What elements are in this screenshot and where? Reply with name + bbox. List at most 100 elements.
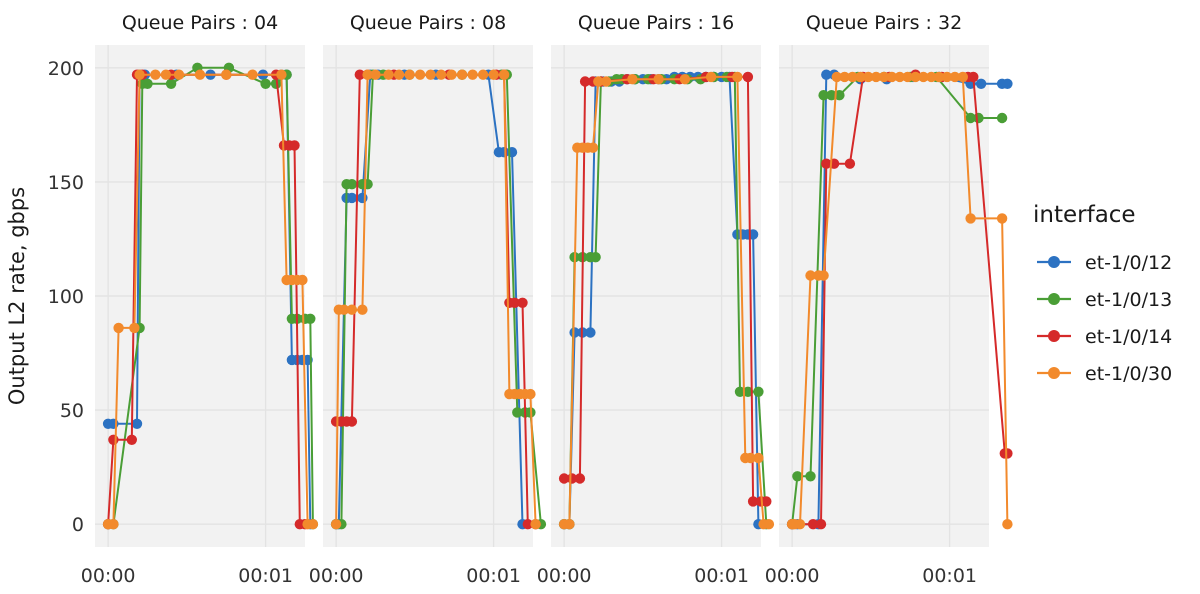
data-point <box>742 386 754 397</box>
x-tick-label: 00:01 <box>238 565 293 587</box>
data-point <box>818 270 829 281</box>
x-tick-label: 00:00 <box>765 565 820 587</box>
data-point <box>346 304 358 315</box>
data-point <box>404 69 415 80</box>
y-tick-label: 150 <box>48 172 84 194</box>
data-point <box>918 71 929 83</box>
legend-item: et-1/0/30 <box>1037 363 1172 385</box>
data-point <box>346 192 358 204</box>
data-point <box>574 473 586 484</box>
legend-label: et-1/0/14 <box>1085 326 1172 348</box>
data-point <box>627 74 638 85</box>
data-point <box>522 519 533 530</box>
data-point <box>357 304 368 315</box>
data-point <box>512 407 523 418</box>
data-point <box>585 327 596 338</box>
data-point <box>498 69 510 80</box>
data-point <box>165 78 177 90</box>
data-point <box>593 76 604 87</box>
data-point <box>160 69 172 80</box>
data-point <box>941 71 953 83</box>
data-point <box>477 69 489 80</box>
data-point <box>975 78 987 90</box>
x-tick-label: 00:00 <box>81 565 136 587</box>
data-point <box>732 71 743 83</box>
data-point <box>839 71 850 83</box>
data-point <box>297 274 308 286</box>
legend-label: et-1/0/30 <box>1085 363 1172 385</box>
data-point <box>826 90 837 101</box>
data-point <box>517 297 528 308</box>
data-point <box>346 416 358 427</box>
data-point <box>435 69 447 80</box>
data-point <box>870 71 882 83</box>
y-tick-label: 200 <box>48 58 84 80</box>
x-tick-label: 00:00 <box>537 565 592 587</box>
legend-key-marker <box>1048 293 1060 305</box>
data-point <box>745 452 756 464</box>
data-point <box>863 71 874 83</box>
series-et-1-0-30 <box>558 71 775 530</box>
data-point <box>844 158 856 169</box>
chart-panel: Queue Pairs : 32 00:00 00:01 <box>765 12 1013 587</box>
y-axis-label: Output L2 rate, gbps <box>5 187 29 405</box>
data-point <box>108 434 119 445</box>
data-point <box>270 78 282 90</box>
data-point <box>805 270 816 281</box>
facet-title: Queue Pairs : 32 <box>806 12 962 34</box>
data-point <box>289 140 300 151</box>
legend-key-marker <box>1048 256 1060 268</box>
data-point <box>600 76 612 87</box>
data-point <box>108 519 119 530</box>
data-point <box>753 452 764 464</box>
data-point <box>330 519 342 530</box>
x-tick-label: 00:00 <box>309 565 364 587</box>
data-point <box>957 71 968 83</box>
data-point <box>763 519 775 530</box>
data-point <box>965 213 976 224</box>
data-point <box>307 519 319 530</box>
data-point <box>815 519 827 530</box>
data-point <box>834 90 845 101</box>
data-point <box>276 69 287 80</box>
data-point <box>847 71 858 83</box>
data-point <box>807 519 819 530</box>
x-tick-label: 00:01 <box>922 565 977 587</box>
data-point <box>886 71 898 83</box>
legend-key-marker <box>1048 330 1060 342</box>
data-point <box>973 112 984 124</box>
data-point <box>747 496 759 507</box>
data-point <box>126 434 137 445</box>
data-point <box>354 69 365 80</box>
data-point <box>456 69 468 80</box>
data-point <box>247 69 258 80</box>
legend-label: et-1/0/13 <box>1085 289 1172 311</box>
data-point <box>910 71 921 83</box>
data-point <box>194 69 206 80</box>
data-point <box>564 519 575 530</box>
data-point <box>679 74 691 85</box>
data-point <box>590 252 601 263</box>
legend-key-marker <box>1048 367 1060 379</box>
data-point <box>1002 78 1013 90</box>
data-point <box>338 304 350 315</box>
data-point <box>173 69 185 80</box>
data-point <box>792 471 803 482</box>
data-point <box>221 69 232 80</box>
data-point <box>134 69 145 80</box>
data-point <box>393 69 405 80</box>
data-point <box>113 322 124 334</box>
data-point <box>530 519 541 530</box>
facet-title: Queue Pairs : 16 <box>578 12 734 34</box>
x-tick-label: 00:01 <box>466 565 521 587</box>
data-point <box>142 78 153 90</box>
data-point <box>734 386 746 397</box>
y-tick-label: 50 <box>60 400 84 422</box>
y-tick-label: 0 <box>72 514 84 536</box>
legend-item: et-1/0/13 <box>1037 289 1172 311</box>
chart-panel: Queue Pairs : 08 00:00 00:01 <box>309 12 547 587</box>
data-point <box>949 71 961 83</box>
data-point <box>305 313 316 324</box>
x-tick-label: 00:01 <box>694 565 749 587</box>
data-point <box>131 418 143 429</box>
